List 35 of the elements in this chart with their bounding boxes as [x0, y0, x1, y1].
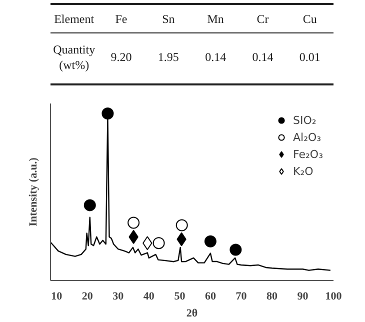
- x-tick-label: 70: [236, 290, 248, 302]
- point: [128, 216, 140, 229]
- legend-label: K₂O: [293, 164, 314, 178]
- x-tick-label: 60: [204, 290, 216, 302]
- y-axis-title: Intensity (a.u.): [28, 157, 40, 226]
- x-axis-title: 2θ: [186, 308, 198, 320]
- point: [230, 244, 242, 256]
- x-tick-label: 20: [82, 290, 94, 302]
- x-tick-label: 80: [266, 290, 278, 302]
- text: Quantity (wt%): [53, 42, 96, 72]
- x-tick-label: 50: [174, 290, 186, 302]
- text: 0.14: [252, 50, 274, 64]
- text: 0.14: [205, 50, 226, 64]
- category-label: Cu: [302, 12, 317, 26]
- point: [84, 199, 96, 212]
- point: [204, 235, 216, 248]
- x-tick-label: 30: [112, 290, 124, 302]
- x-tick-label: 40: [143, 290, 155, 302]
- x-tick-label: 100: [325, 290, 342, 302]
- text: Element: [54, 12, 95, 26]
- text: 9.20: [110, 50, 132, 64]
- text: 0.01: [299, 50, 320, 64]
- point: [152, 237, 165, 250]
- category-label: Sn: [162, 12, 175, 26]
- point: [176, 219, 188, 232]
- legend-label: Fe₂O₃: [293, 147, 323, 161]
- category-label: Cr: [256, 12, 269, 26]
- category-label: Fe: [115, 12, 128, 26]
- legend-label: SIO₂: [293, 113, 316, 127]
- legend-label: Al₂O₃: [293, 130, 322, 144]
- category-label: Mn: [207, 12, 224, 26]
- point: [102, 108, 114, 120]
- x-tick-label: 90: [297, 290, 309, 302]
- x-tick-label: 10: [51, 290, 63, 302]
- text: 1.95: [158, 50, 179, 64]
